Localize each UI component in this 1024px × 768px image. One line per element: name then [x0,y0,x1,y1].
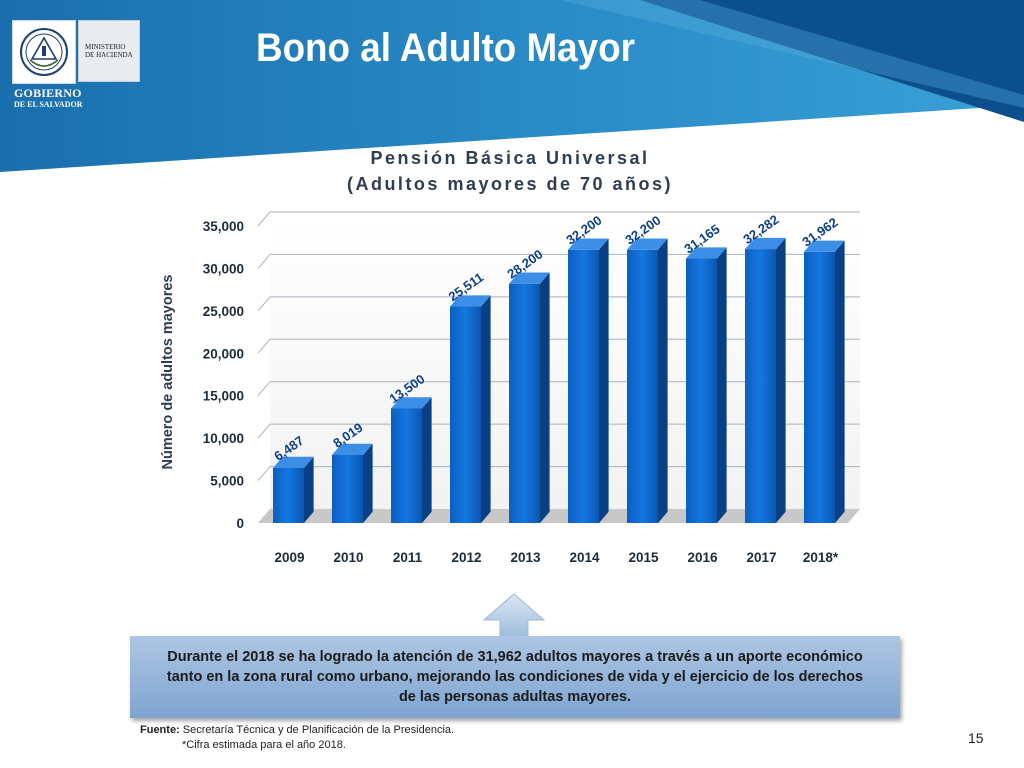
x-tick-label: 2013 [510,550,541,565]
page-title: Bono al Adulto Mayor [256,26,635,70]
y-tick-label: 10,000 [203,431,244,446]
estimate-note: *Cifra estimada para el año 2018. [182,739,346,751]
x-tick-label: 2014 [569,550,600,565]
y-tick-label: 0 [236,516,244,531]
x-tick-label: 2018* [803,550,839,565]
x-tick-label: 2016 [687,550,718,565]
government-line-2: DE EL SALVADOR [14,100,83,109]
chart-title-line-2: (Adultos mayores de 70 años) [346,174,674,194]
ministry-logo: MINISTERIO DE HACIENDA [78,20,140,82]
ministry-line-2: DE HACIENDA [85,51,133,59]
y-tick-label: 35,000 [203,219,244,234]
x-tick-label: 2009 [274,550,304,565]
bar [332,443,373,523]
government-logo: MINISTERIO DE HACIENDA GOBIERNO DE EL SA… [12,20,144,110]
gridline [257,211,860,227]
x-tick-label: 2010 [333,550,363,565]
x-tick-label: 2017 [746,550,776,565]
header-banner [0,0,1024,172]
x-tick-label: 2011 [393,550,423,565]
x-tick-label: 2015 [628,550,659,565]
bar [273,456,314,523]
y-tick-label: 5,000 [210,474,244,489]
coat-of-arms-icon [12,20,76,84]
y-tick-label: 15,000 [203,389,244,404]
bar-chart: 0 5,000 10,000 15,000 20,000 25,000 30,000 35,0… [203,211,860,565]
bar [509,272,550,523]
summary-text: Durante el 2018 se ha logrado la atenció… [166,649,864,705]
summary-callout: Durante el 2018 se ha logrado la atenció… [130,636,900,718]
source-text: Secretaría Técnica y de Planificación de… [182,724,455,736]
government-line-1: GOBIERNO [14,86,82,100]
y-tick-label: 25,000 [203,304,244,319]
source-note: Fuente: Secretaría Técnica y de Planific… [140,723,454,753]
bar [627,238,668,523]
y-tick-label: 20,000 [203,346,244,361]
bar [804,240,845,524]
bar [391,397,432,523]
ministry-line-1: MINISTERIO [85,43,126,51]
bar [568,238,609,523]
y-tick-label: 30,000 [203,261,244,276]
source-label: Fuente: [140,724,180,736]
x-tick-label: 2012 [451,550,481,565]
bar [450,295,491,523]
y-axis-label: Número de adultos mayores [160,274,176,470]
page-number: 15 [968,730,984,746]
bar [686,247,727,523]
bar [745,237,786,523]
chart-title-line-1: Pensión Básica Universal [370,148,650,168]
